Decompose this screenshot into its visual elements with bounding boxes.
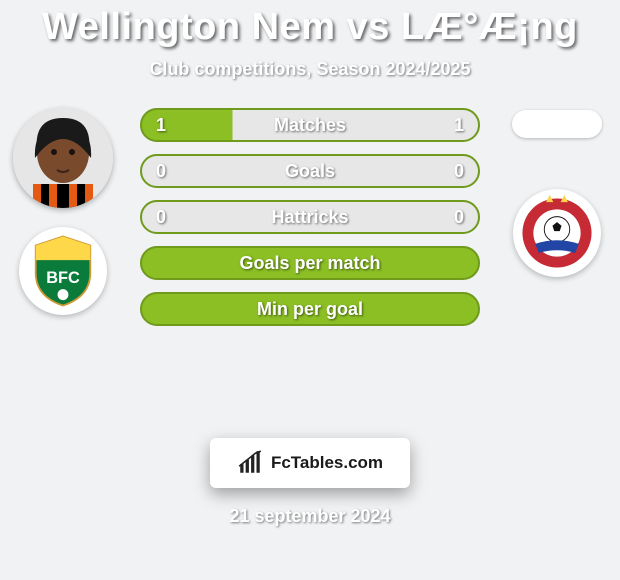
stat-bar: Goals per match — [140, 246, 480, 280]
stat-value-right: 1 — [454, 115, 464, 136]
club-left-badge: BFC — [19, 227, 107, 315]
stat-bar: Min per goal — [140, 292, 480, 326]
club-right-badge — [513, 189, 601, 277]
stat-label: Goals per match — [239, 253, 380, 274]
footer-date: 21 september 2024 — [0, 506, 620, 527]
stat-value-right: 0 — [454, 161, 464, 182]
stat-value-right: 0 — [454, 207, 464, 228]
player-right-column — [502, 108, 612, 278]
stat-bar: 1 Matches 1 — [140, 108, 480, 142]
page-title: Wellington Nem vs LÆ°Æ¡ng — [0, 0, 620, 49]
stat-value-left: 1 — [156, 115, 166, 136]
stat-label: Matches — [274, 115, 346, 136]
page-subtitle: Club competitions, Season 2024/2025 — [0, 59, 620, 80]
player-right-avatar-placeholder — [512, 110, 602, 138]
stat-bars: 1 Matches 1 0 Goals 0 0 Hattricks 0 Goals per mat… — [140, 108, 480, 338]
player-left-avatar — [13, 108, 113, 208]
stat-label: Goals — [285, 161, 335, 182]
chart-icon — [237, 450, 263, 476]
player-left-column: BFC — [8, 108, 118, 316]
stat-value-left: 0 — [156, 207, 166, 228]
stat-label: Min per goal — [257, 299, 363, 320]
comparison-layout: BFC 1 Matches 1 0 Goals 0 0 Hattricks 0 Goals per… — [0, 108, 620, 408]
stat-value-left: 0 — [156, 161, 166, 182]
stat-bar: 0 Goals 0 — [140, 154, 480, 188]
stat-label: Hattricks — [271, 207, 348, 228]
source-label: FcTables.com — [271, 453, 383, 473]
stat-bar: 0 Hattricks 0 — [140, 200, 480, 234]
svg-text:BFC: BFC — [46, 269, 80, 287]
source-attribution: FcTables.com — [210, 438, 410, 488]
